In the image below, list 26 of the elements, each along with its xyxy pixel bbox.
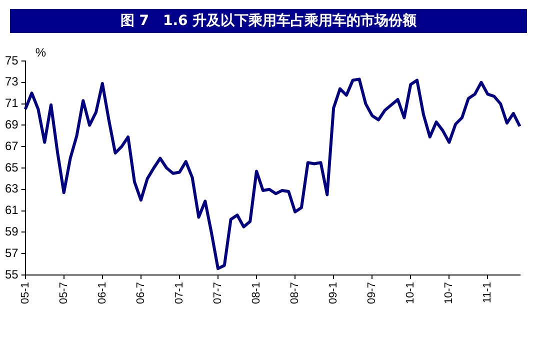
y-tick-label: 69: [4, 118, 19, 132]
x-tick-label: 09-1: [328, 282, 340, 304]
x-tick-label: 07-7: [212, 282, 224, 304]
y-tick-label: 61: [4, 203, 19, 218]
y-tick-label: 75: [4, 53, 19, 68]
x-tick-label: 05-1: [19, 282, 32, 304]
y-tick-label: 63: [4, 182, 19, 196]
x-tick-label: 06-7: [134, 282, 147, 304]
x-tick-label: 07-1: [173, 282, 186, 304]
y-axis-title: %: [35, 45, 46, 60]
y-tick-label: 65: [4, 160, 19, 174]
x-tick-label: 06-1: [96, 282, 108, 304]
x-tick-label: 10-1: [404, 282, 417, 304]
x-tick-label: 05-7: [58, 282, 70, 304]
x-tick-label: 09-7: [366, 282, 378, 304]
chart-title: 图 7 1.6 升及以下乘用车占乘用车的市场份额: [10, 9, 527, 33]
x-tick-label: 10-7: [443, 282, 456, 304]
y-tick-label: 71: [4, 96, 19, 110]
y-tick-label: 73: [4, 74, 19, 89]
x-tick-label: 11-1: [482, 282, 494, 304]
x-tick-label: 08-1: [250, 282, 263, 304]
y-tick-label: 57: [4, 246, 19, 260]
x-tick-label: 08-7: [289, 282, 302, 304]
y-tick-label: 59: [4, 224, 19, 238]
y-tick-label: 67: [4, 138, 19, 153]
y-tick-label: 55: [4, 267, 19, 282]
